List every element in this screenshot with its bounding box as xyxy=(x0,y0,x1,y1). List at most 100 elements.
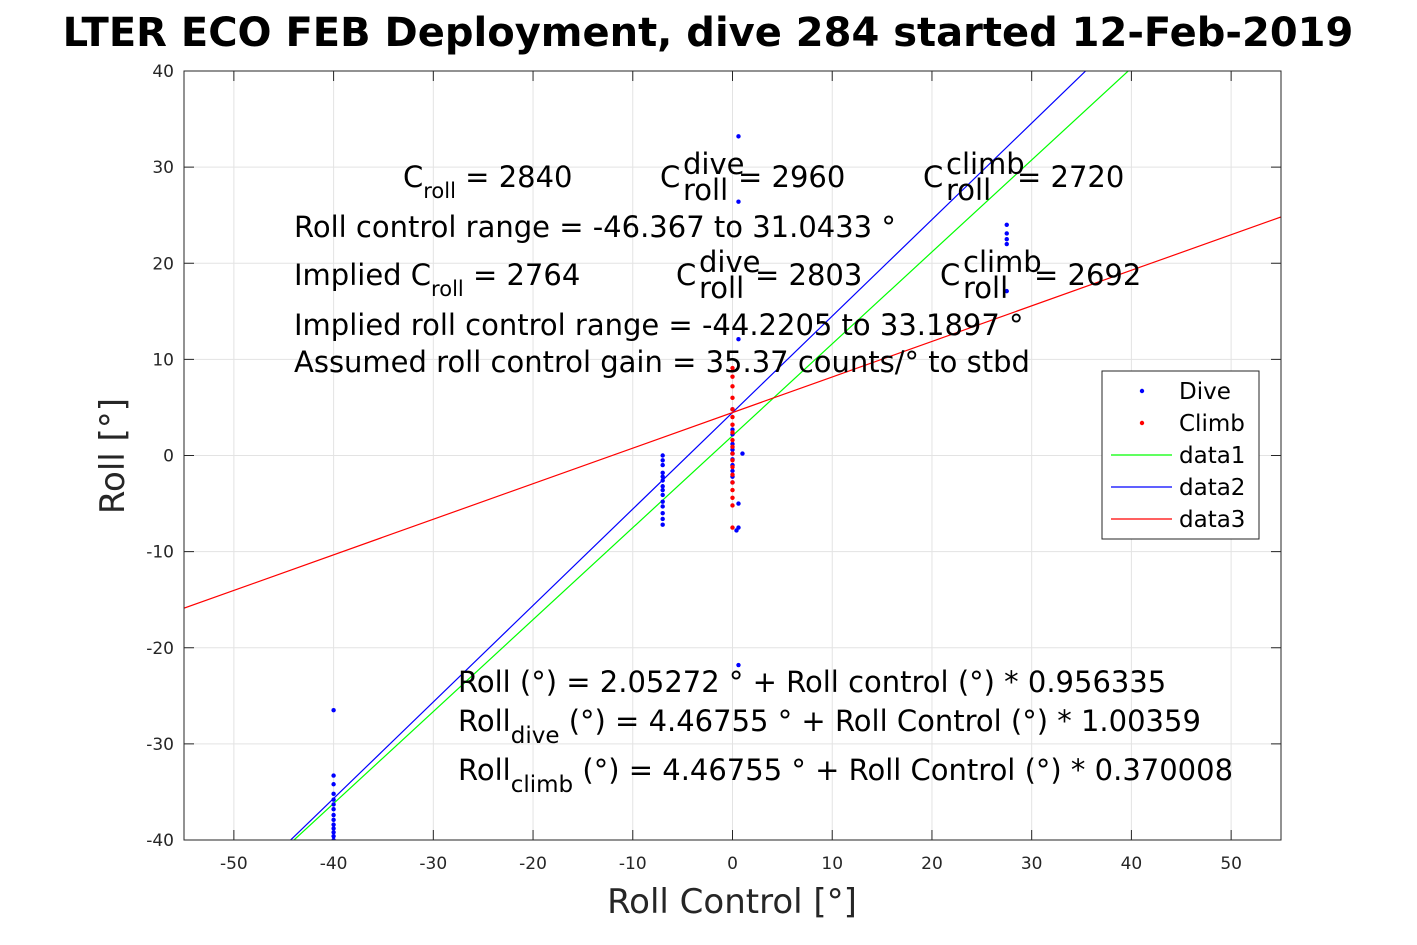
point-dive xyxy=(736,134,741,139)
y-tick-labels: -40 -30 -20 -10 0 10 20 30 40 xyxy=(146,62,174,851)
svg-text:Croll = 2840: Croll = 2840 xyxy=(403,160,573,203)
svg-text:C: C xyxy=(676,258,696,292)
point-dive xyxy=(660,499,665,504)
legend-marker-dive xyxy=(1139,388,1145,394)
point-dive xyxy=(331,812,336,818)
annotation-c-roll: Croll = 2840 xyxy=(403,160,573,203)
point-climb xyxy=(730,480,735,485)
x-tick-label: -30 xyxy=(419,854,447,874)
x-tick-label: -20 xyxy=(519,854,547,874)
point-dive xyxy=(1004,222,1009,227)
point-dive xyxy=(660,484,665,489)
point-dive xyxy=(331,797,336,802)
point-dive xyxy=(331,782,336,787)
point-dive xyxy=(1004,231,1009,236)
x-tick-labels: -50 -40 -30 -20 -10 0 10 20 30 40 50 xyxy=(220,854,1242,874)
svg-text:C: C xyxy=(940,258,960,292)
fit-line-data3 xyxy=(184,216,1281,609)
annotation-fit-1: Roll (°) = 2.05272 ° + Roll control (°) … xyxy=(458,665,1166,699)
svg-text:= 2803: = 2803 xyxy=(755,258,862,292)
y-tick-label: 0 xyxy=(163,447,174,467)
svg-text:roll: roll xyxy=(963,271,1008,305)
legend-label: Climb xyxy=(1179,411,1245,437)
point-climb xyxy=(730,407,735,412)
x-tick-label: 10 xyxy=(821,854,843,874)
x-tick-label: -50 xyxy=(220,854,248,874)
y-tick-label: -30 xyxy=(146,735,174,755)
point-dive xyxy=(660,492,665,498)
annotation-implied-dive: C dive roll = 2803 xyxy=(676,245,862,305)
point-climb xyxy=(730,503,735,508)
point-dive xyxy=(660,504,665,509)
point-dive xyxy=(660,510,665,516)
point-dive xyxy=(331,833,336,839)
y-axis-label: Roll [°] xyxy=(93,398,133,514)
point-climb xyxy=(730,374,735,379)
point-dive xyxy=(660,522,665,527)
point-dive xyxy=(331,791,336,797)
annotation-c-roll-dive: C dive roll = 2960 xyxy=(660,147,845,207)
svg-text:roll: roll xyxy=(946,173,991,207)
x-tick-label: 40 xyxy=(1121,854,1143,874)
point-dive xyxy=(660,516,665,522)
svg-text:= 2960: = 2960 xyxy=(738,160,845,194)
point-dive xyxy=(1004,241,1009,247)
data-points xyxy=(331,134,1009,840)
y-tick-label: -40 xyxy=(146,831,174,851)
y-tick-label: 40 xyxy=(152,62,174,82)
annotation-fit-3: Rollclimb (°) = 4.46755 ° + Roll Control… xyxy=(458,753,1233,798)
point-climb xyxy=(730,464,735,470)
svg-text:climb: climb xyxy=(946,147,1025,181)
x-tick-label: 0 xyxy=(727,854,738,874)
point-dive xyxy=(331,822,336,827)
legend-marker-climb xyxy=(1139,420,1145,426)
svg-text:roll: roll xyxy=(683,173,728,207)
point-dive xyxy=(730,468,735,474)
svg-text:C: C xyxy=(660,160,680,194)
point-dive xyxy=(660,474,665,479)
point-dive xyxy=(660,478,665,483)
y-tick-label: -10 xyxy=(146,543,174,563)
svg-text:C: C xyxy=(923,160,943,194)
point-dive xyxy=(736,501,741,506)
legend-label: data2 xyxy=(1179,475,1245,501)
point-dive xyxy=(660,462,665,468)
annotation-c-roll-climb: C climb roll = 2720 xyxy=(923,147,1124,207)
point-dive xyxy=(1004,237,1009,242)
svg-text:dive: dive xyxy=(683,147,744,181)
x-tick-label: 20 xyxy=(921,854,943,874)
point-dive xyxy=(331,830,336,835)
point-climb xyxy=(730,451,735,456)
x-tick-label: 50 xyxy=(1220,854,1242,874)
y-tick-label: 20 xyxy=(152,254,174,274)
svg-text:= 2692: = 2692 xyxy=(1034,258,1141,292)
annotation-range: Roll control range = -46.367 to 31.0433 … xyxy=(294,210,896,244)
point-climb xyxy=(730,495,735,500)
point-dive xyxy=(736,662,741,668)
point-dive xyxy=(331,807,336,812)
point-dive xyxy=(331,708,336,713)
point-climb xyxy=(730,430,735,435)
y-tick-label: -20 xyxy=(146,639,174,659)
point-dive xyxy=(331,802,336,807)
svg-text:Rollclimb (°) = 4.46755 ° + Ro: Rollclimb (°) = 4.46755 ° + Roll Control… xyxy=(458,753,1233,798)
x-tick-label: -10 xyxy=(619,854,647,874)
svg-text:dive: dive xyxy=(699,245,760,279)
annotation-implied-climb: C climb roll = 2692 xyxy=(940,245,1141,305)
svg-text:= 2720: = 2720 xyxy=(1017,160,1124,194)
point-dive xyxy=(660,487,665,493)
annotation-implied-c: Implied Croll = 2764 xyxy=(294,258,580,301)
point-dive xyxy=(1004,288,1009,294)
point-dive xyxy=(660,453,665,458)
point-climb xyxy=(730,458,735,463)
point-climb xyxy=(730,444,735,450)
point-climb xyxy=(730,395,735,401)
point-climb xyxy=(730,472,735,477)
svg-text:Rolldive (°) = 4.46755 ° + Rol: Rolldive (°) = 4.46755 ° + Roll Control … xyxy=(458,704,1201,749)
point-dive xyxy=(331,837,336,840)
point-dive xyxy=(740,451,745,456)
x-axis-label: Roll Control [°] xyxy=(607,882,857,922)
legend-label: Dive xyxy=(1179,379,1231,405)
axes-box xyxy=(183,70,1282,841)
